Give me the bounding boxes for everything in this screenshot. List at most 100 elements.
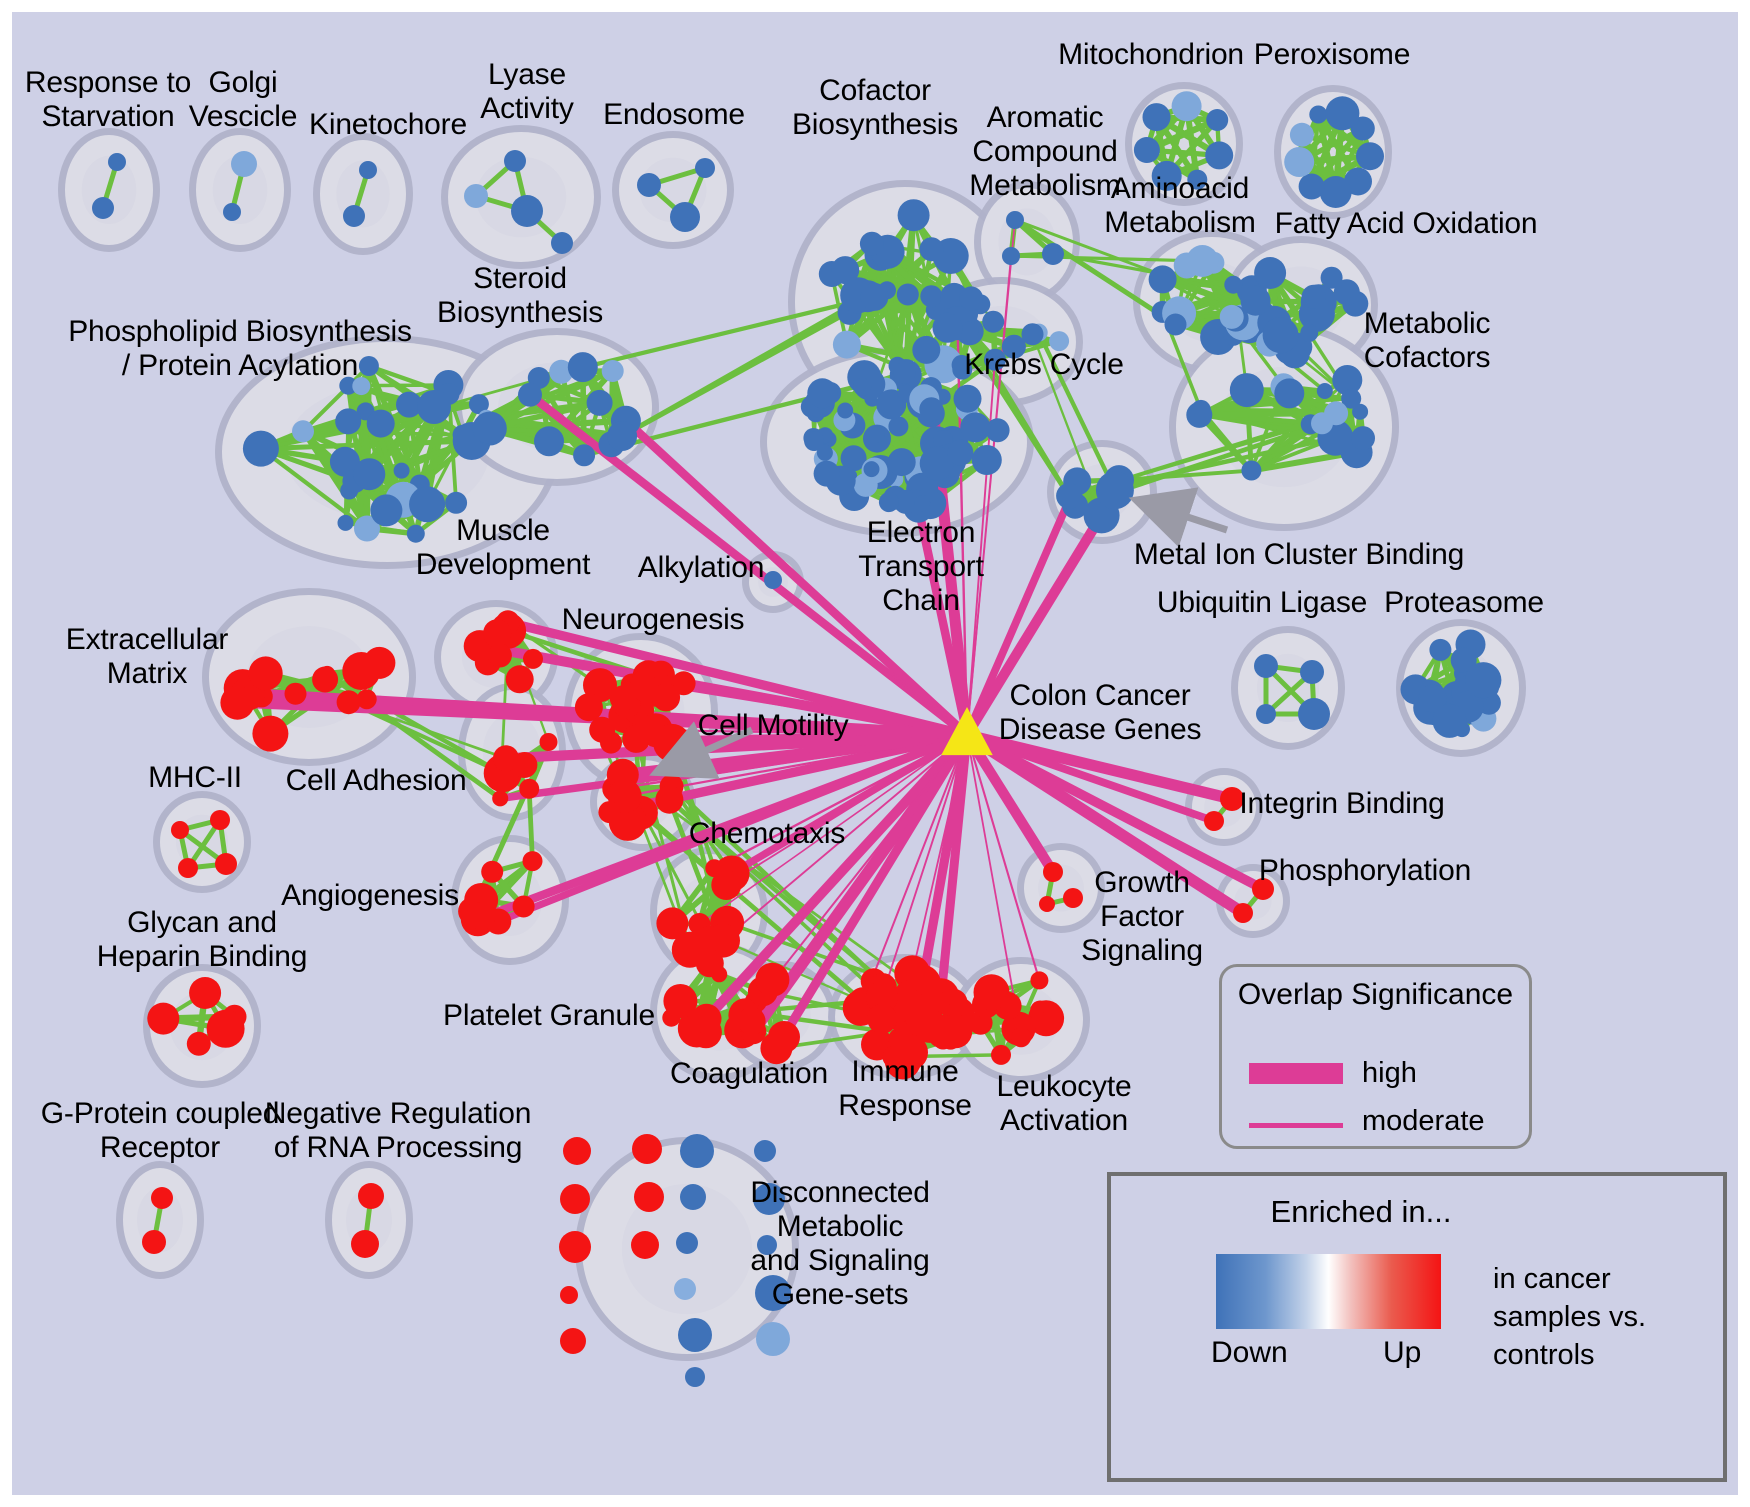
- cluster-growth-factor-signaling[interactable]: [1017, 843, 1105, 933]
- gene-set-node[interactable]: [831, 256, 860, 285]
- gene-set-node[interactable]: [468, 394, 489, 415]
- gene-set-node[interactable]: [487, 643, 512, 668]
- gene-set-node[interactable]: [1164, 313, 1187, 336]
- gene-set-node[interactable]: [336, 690, 361, 715]
- gene-set-node[interactable]: [1274, 378, 1305, 409]
- gene-set-node[interactable]: [711, 966, 728, 983]
- gene-set-node[interactable]: [210, 810, 230, 830]
- gene-set-node[interactable]: [676, 1232, 698, 1254]
- cluster-endosome[interactable]: [612, 131, 734, 249]
- gene-set-node[interactable]: [1001, 334, 1026, 359]
- gene-set-node[interactable]: [1241, 460, 1262, 481]
- gene-set-node[interactable]: [522, 851, 543, 872]
- gene-set-node[interactable]: [1220, 787, 1244, 811]
- gene-set-node[interactable]: [1301, 284, 1326, 309]
- gene-set-node[interactable]: [409, 486, 446, 523]
- gene-set-node[interactable]: [859, 231, 884, 256]
- gene-set-node[interactable]: [1039, 896, 1055, 912]
- gene-set-node[interactable]: [464, 184, 488, 208]
- gene-set-node[interactable]: [1429, 638, 1452, 661]
- gene-set-node[interactable]: [511, 195, 543, 227]
- gene-set-node[interactable]: [142, 1230, 166, 1254]
- gene-set-node[interactable]: [928, 1025, 951, 1048]
- gene-set-node[interactable]: [960, 412, 991, 443]
- gene-set-node[interactable]: [1320, 266, 1343, 289]
- gene-set-node[interactable]: [1300, 323, 1319, 342]
- gene-set-node[interactable]: [1133, 137, 1160, 163]
- gene-set-node[interactable]: [1352, 403, 1369, 420]
- gene-set-node[interactable]: [1289, 122, 1314, 147]
- gene-set-node[interactable]: [680, 1184, 706, 1210]
- gene-set-node[interactable]: [678, 1318, 712, 1352]
- gene-set-node[interactable]: [652, 683, 681, 712]
- gene-set-node[interactable]: [147, 1002, 180, 1035]
- gene-set-node[interactable]: [914, 993, 935, 1014]
- gene-set-node[interactable]: [467, 902, 496, 931]
- gene-set-node[interactable]: [335, 408, 362, 435]
- gene-set-node[interactable]: [1204, 811, 1224, 831]
- gene-set-node[interactable]: [563, 1137, 591, 1165]
- gene-set-node[interactable]: [248, 656, 283, 691]
- cluster-mhc-ii[interactable]: [153, 791, 251, 893]
- gene-set-node[interactable]: [1450, 647, 1477, 674]
- gene-set-node[interactable]: [108, 153, 126, 171]
- gene-set-node[interactable]: [417, 390, 451, 424]
- gene-set-node[interactable]: [549, 359, 574, 384]
- gene-set-node[interactable]: [958, 321, 979, 342]
- gene-set-node[interactable]: [598, 801, 621, 824]
- gene-set-node[interactable]: [1229, 373, 1264, 408]
- gene-set-node[interactable]: [1006, 211, 1024, 229]
- gene-set-node[interactable]: [337, 514, 354, 531]
- gene-set-node[interactable]: [539, 733, 558, 751]
- gene-set-node[interactable]: [634, 1182, 664, 1212]
- gene-set-node[interactable]: [691, 1003, 722, 1034]
- gene-set-node[interactable]: [887, 448, 916, 477]
- gene-set-node[interactable]: [472, 413, 503, 444]
- gene-set-node[interactable]: [242, 430, 279, 467]
- gene-set-node[interactable]: [1219, 304, 1244, 329]
- gene-set-node[interactable]: [559, 1231, 591, 1263]
- gene-set-node[interactable]: [906, 1013, 929, 1036]
- gene-set-node[interactable]: [631, 1231, 659, 1259]
- gene-set-node[interactable]: [567, 352, 598, 383]
- gene-set-node[interactable]: [560, 1328, 586, 1354]
- gene-set-node[interactable]: [920, 285, 943, 308]
- gene-set-node[interactable]: [944, 989, 961, 1006]
- gene-set-node[interactable]: [1316, 383, 1333, 399]
- gene-set-node[interactable]: [551, 232, 573, 254]
- gene-set-node[interactable]: [356, 689, 377, 710]
- gene-set-node[interactable]: [807, 378, 838, 409]
- gene-set-node[interactable]: [1252, 878, 1274, 900]
- gene-set-node[interactable]: [171, 821, 189, 839]
- gene-set-node[interactable]: [252, 715, 289, 752]
- gene-set-node[interactable]: [342, 652, 381, 690]
- gene-set-node[interactable]: [832, 330, 861, 359]
- gene-set-node[interactable]: [1240, 285, 1271, 316]
- gene-set-node[interactable]: [505, 665, 534, 694]
- gene-set-node[interactable]: [220, 685, 255, 720]
- gene-set-node[interactable]: [1148, 265, 1177, 294]
- gene-set-node[interactable]: [445, 491, 468, 514]
- gene-set-node[interactable]: [358, 1183, 384, 1209]
- gene-set-node[interactable]: [764, 571, 782, 589]
- gene-set-node[interactable]: [186, 1031, 211, 1056]
- gene-set-node[interactable]: [932, 312, 963, 343]
- gene-set-node[interactable]: [284, 682, 307, 705]
- gene-set-node[interactable]: [1284, 147, 1315, 177]
- gene-set-node[interactable]: [1351, 426, 1375, 451]
- gene-set-node[interactable]: [1233, 903, 1253, 923]
- gene-set-node[interactable]: [816, 444, 833, 461]
- gene-set-node[interactable]: [206, 1009, 245, 1048]
- gene-set-node[interactable]: [518, 382, 542, 407]
- gene-set-node[interactable]: [329, 446, 360, 477]
- gene-set-node[interactable]: [1298, 173, 1325, 200]
- gene-set-node[interactable]: [867, 1003, 898, 1034]
- gene-set-node[interactable]: [674, 1278, 696, 1300]
- gene-set-node[interactable]: [768, 1021, 800, 1053]
- gene-set-node[interactable]: [1142, 103, 1171, 132]
- gene-set-node[interactable]: [534, 426, 564, 457]
- gene-set-node[interactable]: [589, 716, 616, 743]
- gene-set-node[interactable]: [492, 790, 509, 807]
- gene-set-node[interactable]: [481, 860, 504, 883]
- gene-set-node[interactable]: [914, 495, 931, 512]
